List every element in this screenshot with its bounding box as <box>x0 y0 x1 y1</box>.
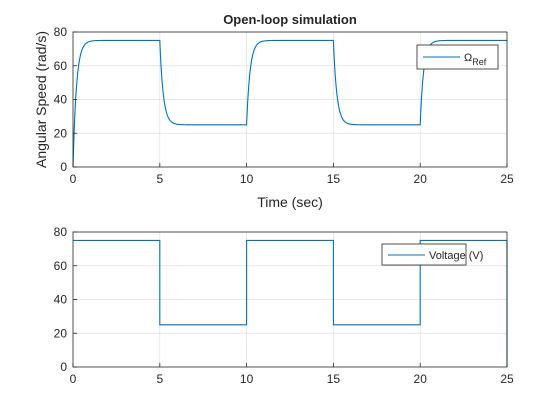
voltage-x-tick-label: 0 <box>70 372 77 386</box>
speed-legend-label: ΩRef <box>464 52 487 67</box>
speed-x-tick-label: 0 <box>70 172 77 186</box>
speed-x-axis-label: Time (sec) <box>257 194 323 210</box>
voltage-series-line <box>73 239 508 367</box>
voltage-x-ticks: 0 5 10 15 20 25 <box>70 363 514 386</box>
voltage-x-tick-label: 10 <box>240 372 254 386</box>
speed-y-tick-label: 60 <box>54 59 68 73</box>
speed-y-tick-label: 0 <box>60 160 67 174</box>
voltage-y-tick-label: 40 <box>54 293 68 307</box>
speed-x-ticks: 0 5 10 15 20 25 <box>70 163 514 186</box>
speed-y-tick-label: 20 <box>54 126 68 140</box>
speed-x-tick-label: 15 <box>327 172 341 186</box>
speed-legend[interactable]: ΩRef <box>416 44 499 70</box>
speed-y-tick-label: 40 <box>54 93 68 107</box>
voltage-legend-label: Voltage (V) <box>429 250 483 262</box>
voltage-y-tick-label: 60 <box>54 259 68 273</box>
voltage-y-ticks: 0 20 40 60 80 <box>54 225 77 374</box>
speed-y-ticks: 0 20 40 60 80 <box>54 25 77 174</box>
speed-series-line <box>72 39 507 168</box>
voltage-legend[interactable]: Voltage (V) <box>381 243 483 266</box>
voltage-y-tick-label: 80 <box>54 225 68 239</box>
voltage-series-group <box>73 239 508 367</box>
voltage-axes: 0 5 10 15 20 25 0 20 40 60 80 Voltage (V) <box>54 225 514 386</box>
speed-x-tick-label: 25 <box>500 172 514 186</box>
speed-y-tick-label: 80 <box>54 25 68 39</box>
speed-series-group <box>72 39 507 168</box>
voltage-x-tick-label: 20 <box>414 372 428 386</box>
voltage-y-tick-label: 20 <box>54 326 68 340</box>
speed-x-tick-label: 20 <box>414 172 428 186</box>
speed-x-tick-label: 5 <box>156 172 163 186</box>
voltage-x-tick-label: 25 <box>500 372 514 386</box>
voltage-x-tick-label: 15 <box>327 372 341 386</box>
speed-chart-title: Open-loop simulation <box>223 12 357 27</box>
speed-axes: 0 5 10 15 20 25 0 20 40 60 80 Open-loop simulatio… <box>33 12 514 210</box>
voltage-x-tick-label: 5 <box>156 372 163 386</box>
speed-y-axis-label: Angular Speed (rad/s) <box>33 31 49 168</box>
speed-x-tick-label: 10 <box>240 172 254 186</box>
voltage-y-tick-label: 0 <box>60 360 67 374</box>
